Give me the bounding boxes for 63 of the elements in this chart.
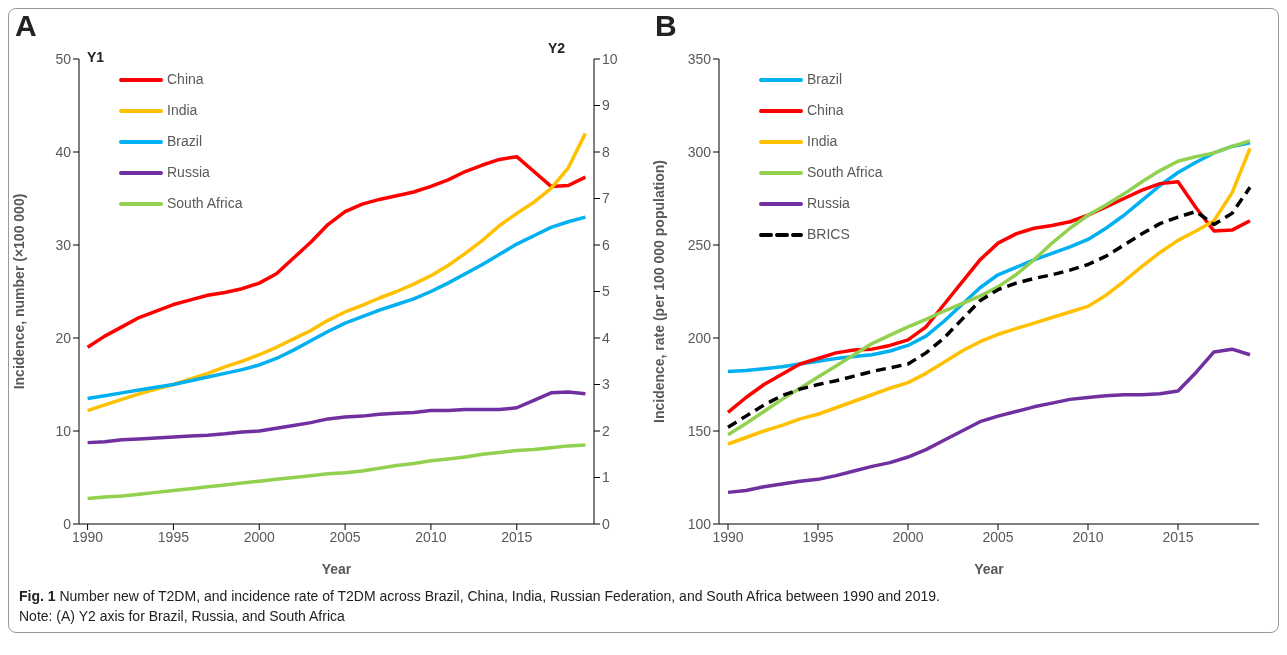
line-series bbox=[85, 215, 588, 401]
y-tick-label: 350 bbox=[687, 50, 712, 67]
line-series bbox=[85, 443, 588, 501]
x-tick-label: 2015 bbox=[1162, 528, 1194, 545]
line-series bbox=[85, 390, 588, 445]
y-axis-title: Incidence, rate (per 100 000 population) bbox=[650, 160, 667, 423]
legend-label: South Africa bbox=[807, 163, 883, 182]
x-tick-label: 1990 bbox=[712, 528, 744, 545]
y2-tick-label: 7 bbox=[602, 190, 610, 207]
y2-tick-label: 5 bbox=[602, 283, 610, 300]
x-tick-label: 2005 bbox=[982, 528, 1014, 545]
x-tick-label: 2000 bbox=[892, 528, 924, 545]
x-tick-label: 2005 bbox=[329, 528, 361, 545]
legend-label: China bbox=[167, 70, 204, 89]
y-tick-label: 40 bbox=[55, 143, 72, 160]
legend-label: Russia bbox=[807, 194, 850, 213]
x-tick-label: 1990 bbox=[72, 528, 104, 545]
y-tick-label: 30 bbox=[55, 236, 72, 253]
line-series bbox=[726, 347, 1252, 495]
text: Number new of T2DM, and incidence rate of T2DM across Brazil, China, India, Russian Federation, and South Africa between 1990 and 2019. bbox=[59, 588, 940, 604]
y-tick-label: 100 bbox=[687, 515, 712, 532]
y-tick-label: 10 bbox=[55, 422, 72, 439]
legend-label: South Africa bbox=[167, 194, 243, 213]
y2-tick-label: 10 bbox=[602, 50, 618, 67]
x-axis-title: Year bbox=[974, 561, 1005, 577]
y2-tick-label: 0 bbox=[602, 515, 610, 532]
line-series bbox=[85, 154, 588, 350]
y2-tick-label: 9 bbox=[602, 97, 610, 114]
x-tick-label: 1995 bbox=[802, 528, 834, 545]
x-tick-label: 2000 bbox=[243, 528, 276, 545]
y2-tick-label: 4 bbox=[602, 329, 610, 346]
legend-label: Brazil bbox=[167, 132, 203, 151]
annotation: Y1 bbox=[87, 49, 105, 65]
line-series bbox=[85, 131, 588, 413]
x-tick-label: 2010 bbox=[415, 528, 447, 545]
legend-label: Brazil bbox=[807, 70, 843, 89]
legend-label: China bbox=[807, 101, 844, 120]
caption: Fig. 1 bbox=[19, 588, 56, 604]
y-tick-label: 150 bbox=[687, 422, 712, 439]
legend-label: India bbox=[167, 101, 198, 120]
y-tick-label: 200 bbox=[687, 329, 712, 346]
y-tick-label: 50 bbox=[55, 50, 72, 67]
chart-title: B bbox=[655, 9, 677, 43]
x-tick-label: 1995 bbox=[157, 528, 190, 545]
y-axis-title: Incidence, number (×100 000) bbox=[10, 193, 27, 390]
x-tick-label: 2010 bbox=[1072, 528, 1104, 545]
chart-title: A bbox=[15, 9, 37, 43]
x-tick-label: 2015 bbox=[501, 528, 533, 545]
y2-tick-label: 6 bbox=[602, 236, 610, 253]
y-tick-label: 250 bbox=[687, 236, 712, 253]
legend-label: BRICS bbox=[807, 225, 850, 244]
y2-tick-label: 8 bbox=[602, 143, 610, 160]
y2-tick-label: 1 bbox=[602, 469, 610, 486]
legend-label: Russia bbox=[167, 163, 210, 182]
y-tick-label: 20 bbox=[55, 329, 72, 346]
y-tick-label: 0 bbox=[63, 515, 72, 532]
legend-label: India bbox=[807, 132, 838, 151]
y2-tick-label: 3 bbox=[602, 376, 610, 393]
text: Note: (A) Y2 axis for Brazil, Russia, and South Africa bbox=[19, 608, 345, 624]
y2-axis-title: Y2 bbox=[548, 39, 566, 56]
y2-tick-label: 2 bbox=[602, 422, 610, 439]
x-axis-title: Year bbox=[321, 561, 352, 577]
y-tick-label: 300 bbox=[687, 143, 712, 160]
